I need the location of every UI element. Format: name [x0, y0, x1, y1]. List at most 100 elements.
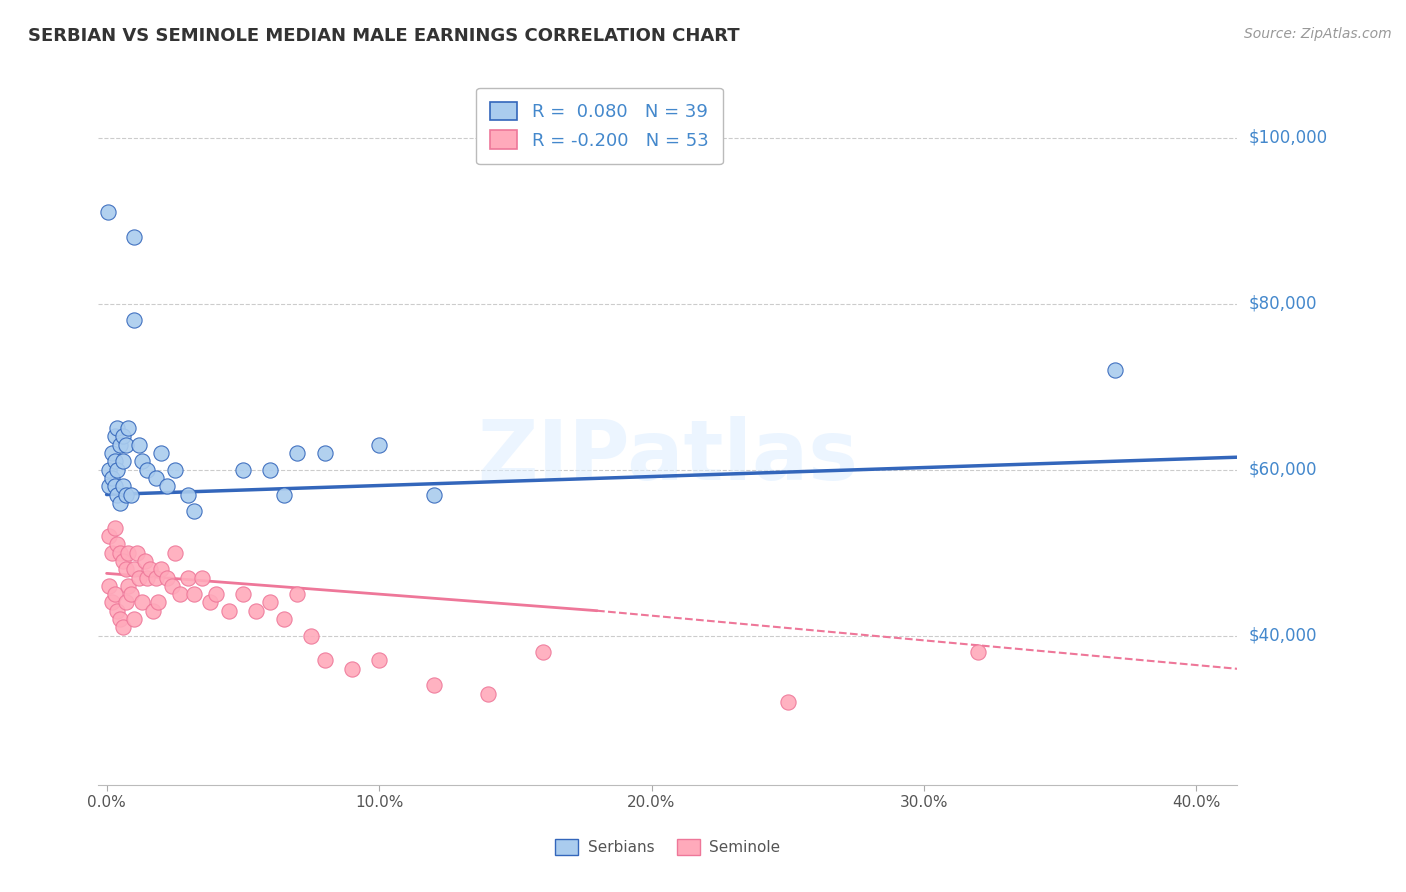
Point [150, 562, 173, 576]
Point [259, 463, 281, 477]
Point [98, 463, 121, 477]
Point [285, 587, 308, 601]
Point [101, 471, 124, 485]
Point [122, 230, 145, 244]
Point [422, 487, 444, 501]
Point [136, 463, 159, 477]
Point [477, 687, 499, 701]
Point [142, 604, 165, 618]
Point [145, 570, 167, 584]
Point [232, 587, 254, 601]
Point [160, 579, 183, 593]
Legend: Serbians, Seminole: Serbians, Seminole [548, 831, 787, 863]
Point [125, 546, 148, 560]
Point [177, 487, 200, 501]
Point [101, 595, 124, 609]
Point [273, 612, 295, 626]
Point [107, 537, 129, 551]
Point [273, 487, 295, 501]
Point [110, 612, 132, 626]
Point [245, 604, 267, 618]
Point [776, 695, 799, 709]
Point [101, 546, 124, 560]
Point [155, 479, 177, 493]
Point [285, 446, 308, 460]
Point [177, 570, 200, 584]
Point [232, 463, 254, 477]
Point [107, 421, 129, 435]
Point [117, 579, 139, 593]
Point [104, 587, 127, 601]
Point [368, 653, 391, 667]
Point [218, 604, 240, 618]
Point [122, 562, 145, 576]
Point [111, 554, 134, 568]
Point [136, 570, 159, 584]
Point [111, 454, 134, 468]
Point [110, 438, 132, 452]
Point [1104, 363, 1126, 377]
Point [128, 438, 150, 452]
Point [111, 479, 134, 493]
Point [163, 546, 186, 560]
Text: $80,000: $80,000 [1249, 294, 1317, 313]
Point [114, 438, 136, 452]
Point [117, 546, 139, 560]
Point [169, 587, 191, 601]
Point [117, 421, 139, 435]
Point [104, 521, 127, 535]
Text: $60,000: $60,000 [1249, 460, 1317, 479]
Point [114, 595, 136, 609]
Point [104, 429, 127, 443]
Point [111, 620, 134, 634]
Point [314, 446, 336, 460]
Point [191, 570, 214, 584]
Point [97, 205, 120, 219]
Point [122, 612, 145, 626]
Point [101, 446, 124, 460]
Point [314, 653, 336, 667]
Text: ZIPatlas: ZIPatlas [478, 417, 858, 497]
Point [368, 438, 391, 452]
Text: $40,000: $40,000 [1249, 626, 1317, 645]
Point [198, 595, 221, 609]
Text: $100,000: $100,000 [1249, 128, 1327, 147]
Point [120, 587, 142, 601]
Point [114, 487, 136, 501]
Point [107, 604, 129, 618]
Point [122, 313, 145, 327]
Point [340, 662, 363, 676]
Text: Source: ZipAtlas.com: Source: ZipAtlas.com [1244, 27, 1392, 41]
Point [155, 570, 177, 584]
Point [104, 479, 127, 493]
Point [204, 587, 226, 601]
Point [110, 496, 132, 510]
Point [422, 678, 444, 692]
Point [163, 463, 186, 477]
Point [120, 487, 142, 501]
Point [131, 454, 153, 468]
Point [145, 471, 167, 485]
Point [104, 454, 127, 468]
Point [134, 554, 156, 568]
Point [139, 562, 162, 576]
Point [150, 446, 173, 460]
Point [98, 579, 121, 593]
Point [114, 562, 136, 576]
Point [128, 570, 150, 584]
Point [148, 595, 170, 609]
Point [531, 645, 554, 659]
Point [259, 595, 281, 609]
Point [111, 429, 134, 443]
Point [110, 546, 132, 560]
Point [98, 529, 121, 543]
Point [107, 487, 129, 501]
Point [183, 504, 205, 518]
Point [107, 463, 129, 477]
Point [299, 629, 322, 643]
Point [967, 645, 990, 659]
Text: SERBIAN VS SEMINOLE MEDIAN MALE EARNINGS CORRELATION CHART: SERBIAN VS SEMINOLE MEDIAN MALE EARNINGS… [28, 27, 740, 45]
Point [131, 595, 153, 609]
Point [98, 479, 121, 493]
Point [183, 587, 205, 601]
